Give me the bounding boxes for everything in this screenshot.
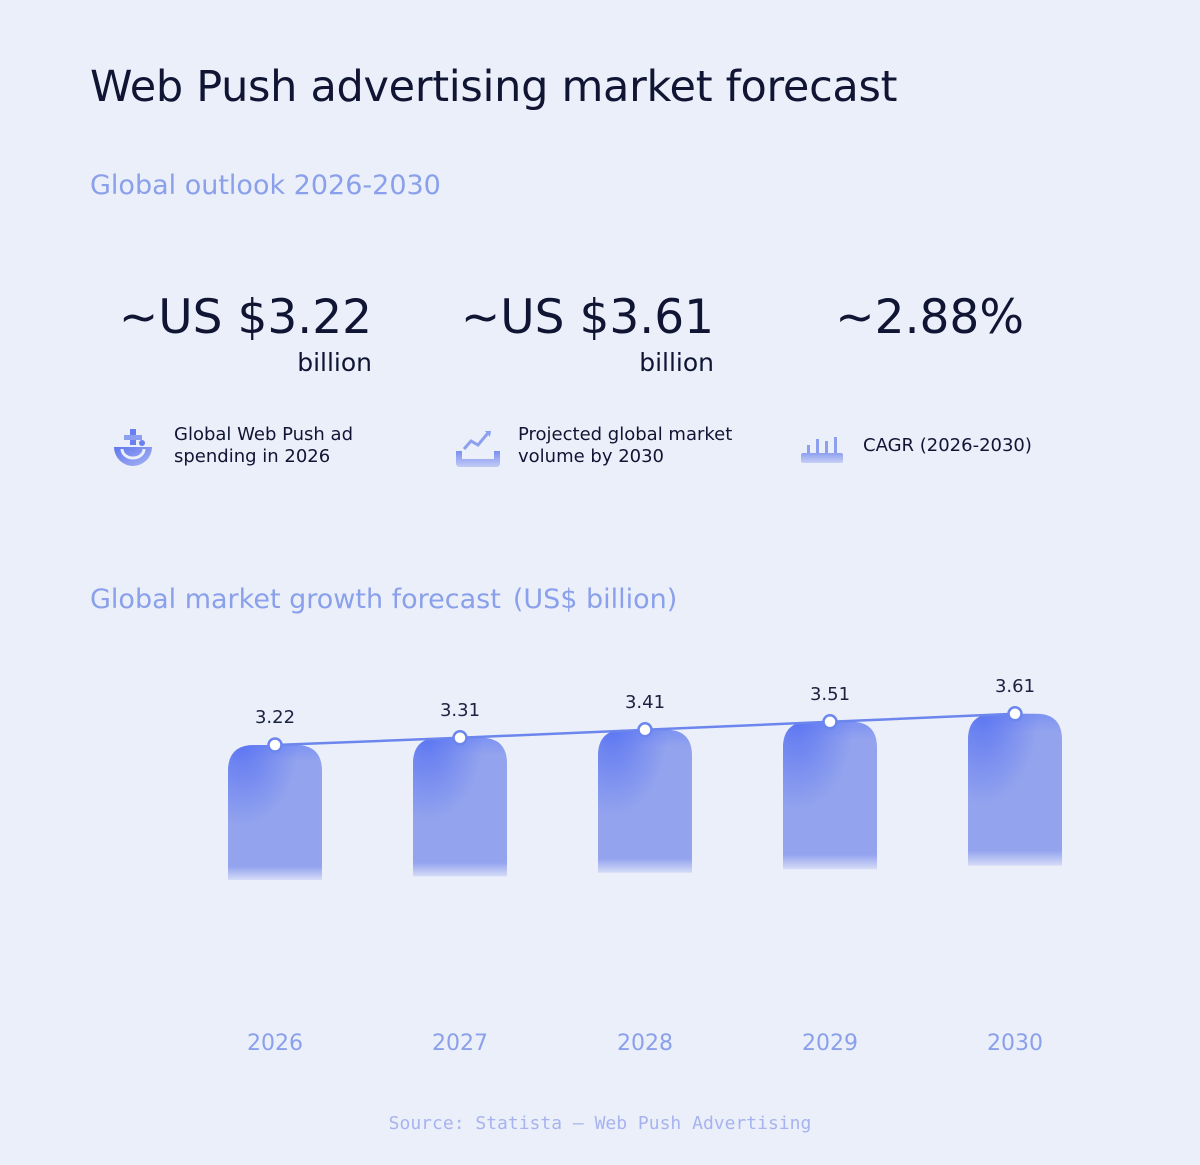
trend-point-2029 bbox=[822, 714, 838, 730]
bar-highlight-2028 bbox=[598, 729, 692, 873]
stat-ad-spending: ~US $3.22 billion bbox=[100, 290, 372, 380]
stat-value: ~US $3.61 bbox=[460, 290, 714, 345]
page-title: Web Push advertising market forecast bbox=[90, 62, 898, 112]
stat-description-cagr: CAGR (2026-2030) bbox=[797, 421, 1032, 471]
trend-point-2026 bbox=[267, 737, 283, 753]
x-tick-label-2029: 2029 bbox=[802, 1031, 858, 1056]
stat-label-line: volume by 2030 bbox=[518, 446, 665, 467]
labels-layer: 3.22 2026 3.31 2027 3.41 2028 3.51 2029 3.61 2030 bbox=[247, 676, 1043, 1056]
stat-description-market-volume: Projected global market volume by 2030 bbox=[452, 421, 732, 471]
stat-description-ad-spending: Global Web Push ad spending in 2026 bbox=[108, 421, 353, 471]
source-note: Source: Statista – Web Push Advertising bbox=[388, 1113, 812, 1134]
data-label-2029: 3.51 bbox=[810, 684, 850, 705]
stat-unit: billion bbox=[639, 348, 714, 377]
chart-title-text: Global market growth forecast bbox=[90, 584, 501, 615]
x-tick-label-2030: 2030 bbox=[987, 1031, 1043, 1056]
data-label-2026: 3.22 bbox=[255, 707, 295, 728]
chart-title: Global market growth forecast (US$ billio… bbox=[90, 584, 677, 615]
bar-chart-icon bbox=[801, 437, 843, 463]
data-label-2030: 3.61 bbox=[995, 676, 1035, 697]
bar-highlight-2027 bbox=[413, 737, 507, 877]
x-tick-label-2026: 2026 bbox=[247, 1031, 303, 1056]
chart-units: (US$ billion) bbox=[512, 584, 678, 615]
stat-unit: billion bbox=[297, 348, 372, 377]
bar-highlight-2029 bbox=[783, 721, 877, 870]
trend-point-2027 bbox=[452, 730, 468, 746]
stat-value: ~2.88% bbox=[835, 290, 1024, 345]
stat-label-line: Global Web Push ad bbox=[174, 424, 354, 445]
stat-label-line: spending in 2026 bbox=[174, 446, 331, 467]
data-label-2028: 3.41 bbox=[625, 692, 665, 713]
globe-icon bbox=[114, 429, 152, 466]
bars-layer bbox=[228, 713, 1062, 880]
bar-highlight-2026 bbox=[228, 745, 322, 880]
stat-label-line: CAGR (2026-2030) bbox=[863, 435, 1032, 456]
data-label-2027: 3.31 bbox=[440, 700, 480, 721]
growth-chart: 3.22 2026 3.31 2027 3.41 2028 3.51 2029 3.61 2030 bbox=[228, 676, 1062, 1056]
stat-market-volume: ~US $3.61 billion bbox=[450, 290, 714, 380]
trend-chart-icon bbox=[456, 431, 500, 467]
bar-highlight-2030 bbox=[968, 713, 1062, 866]
stat-cagr: ~2.88% bbox=[800, 290, 1024, 346]
line-layer bbox=[267, 706, 1023, 753]
section-subtitle: Global outlook 2026-2030 bbox=[90, 170, 441, 201]
x-tick-label-2028: 2028 bbox=[617, 1031, 673, 1056]
x-tick-label-2027: 2027 bbox=[432, 1031, 488, 1056]
stat-value: ~US $3.22 bbox=[118, 290, 372, 345]
trend-point-2030 bbox=[1007, 706, 1023, 722]
stat-label-line: Projected global market bbox=[518, 424, 733, 445]
trend-point-2028 bbox=[637, 722, 653, 738]
